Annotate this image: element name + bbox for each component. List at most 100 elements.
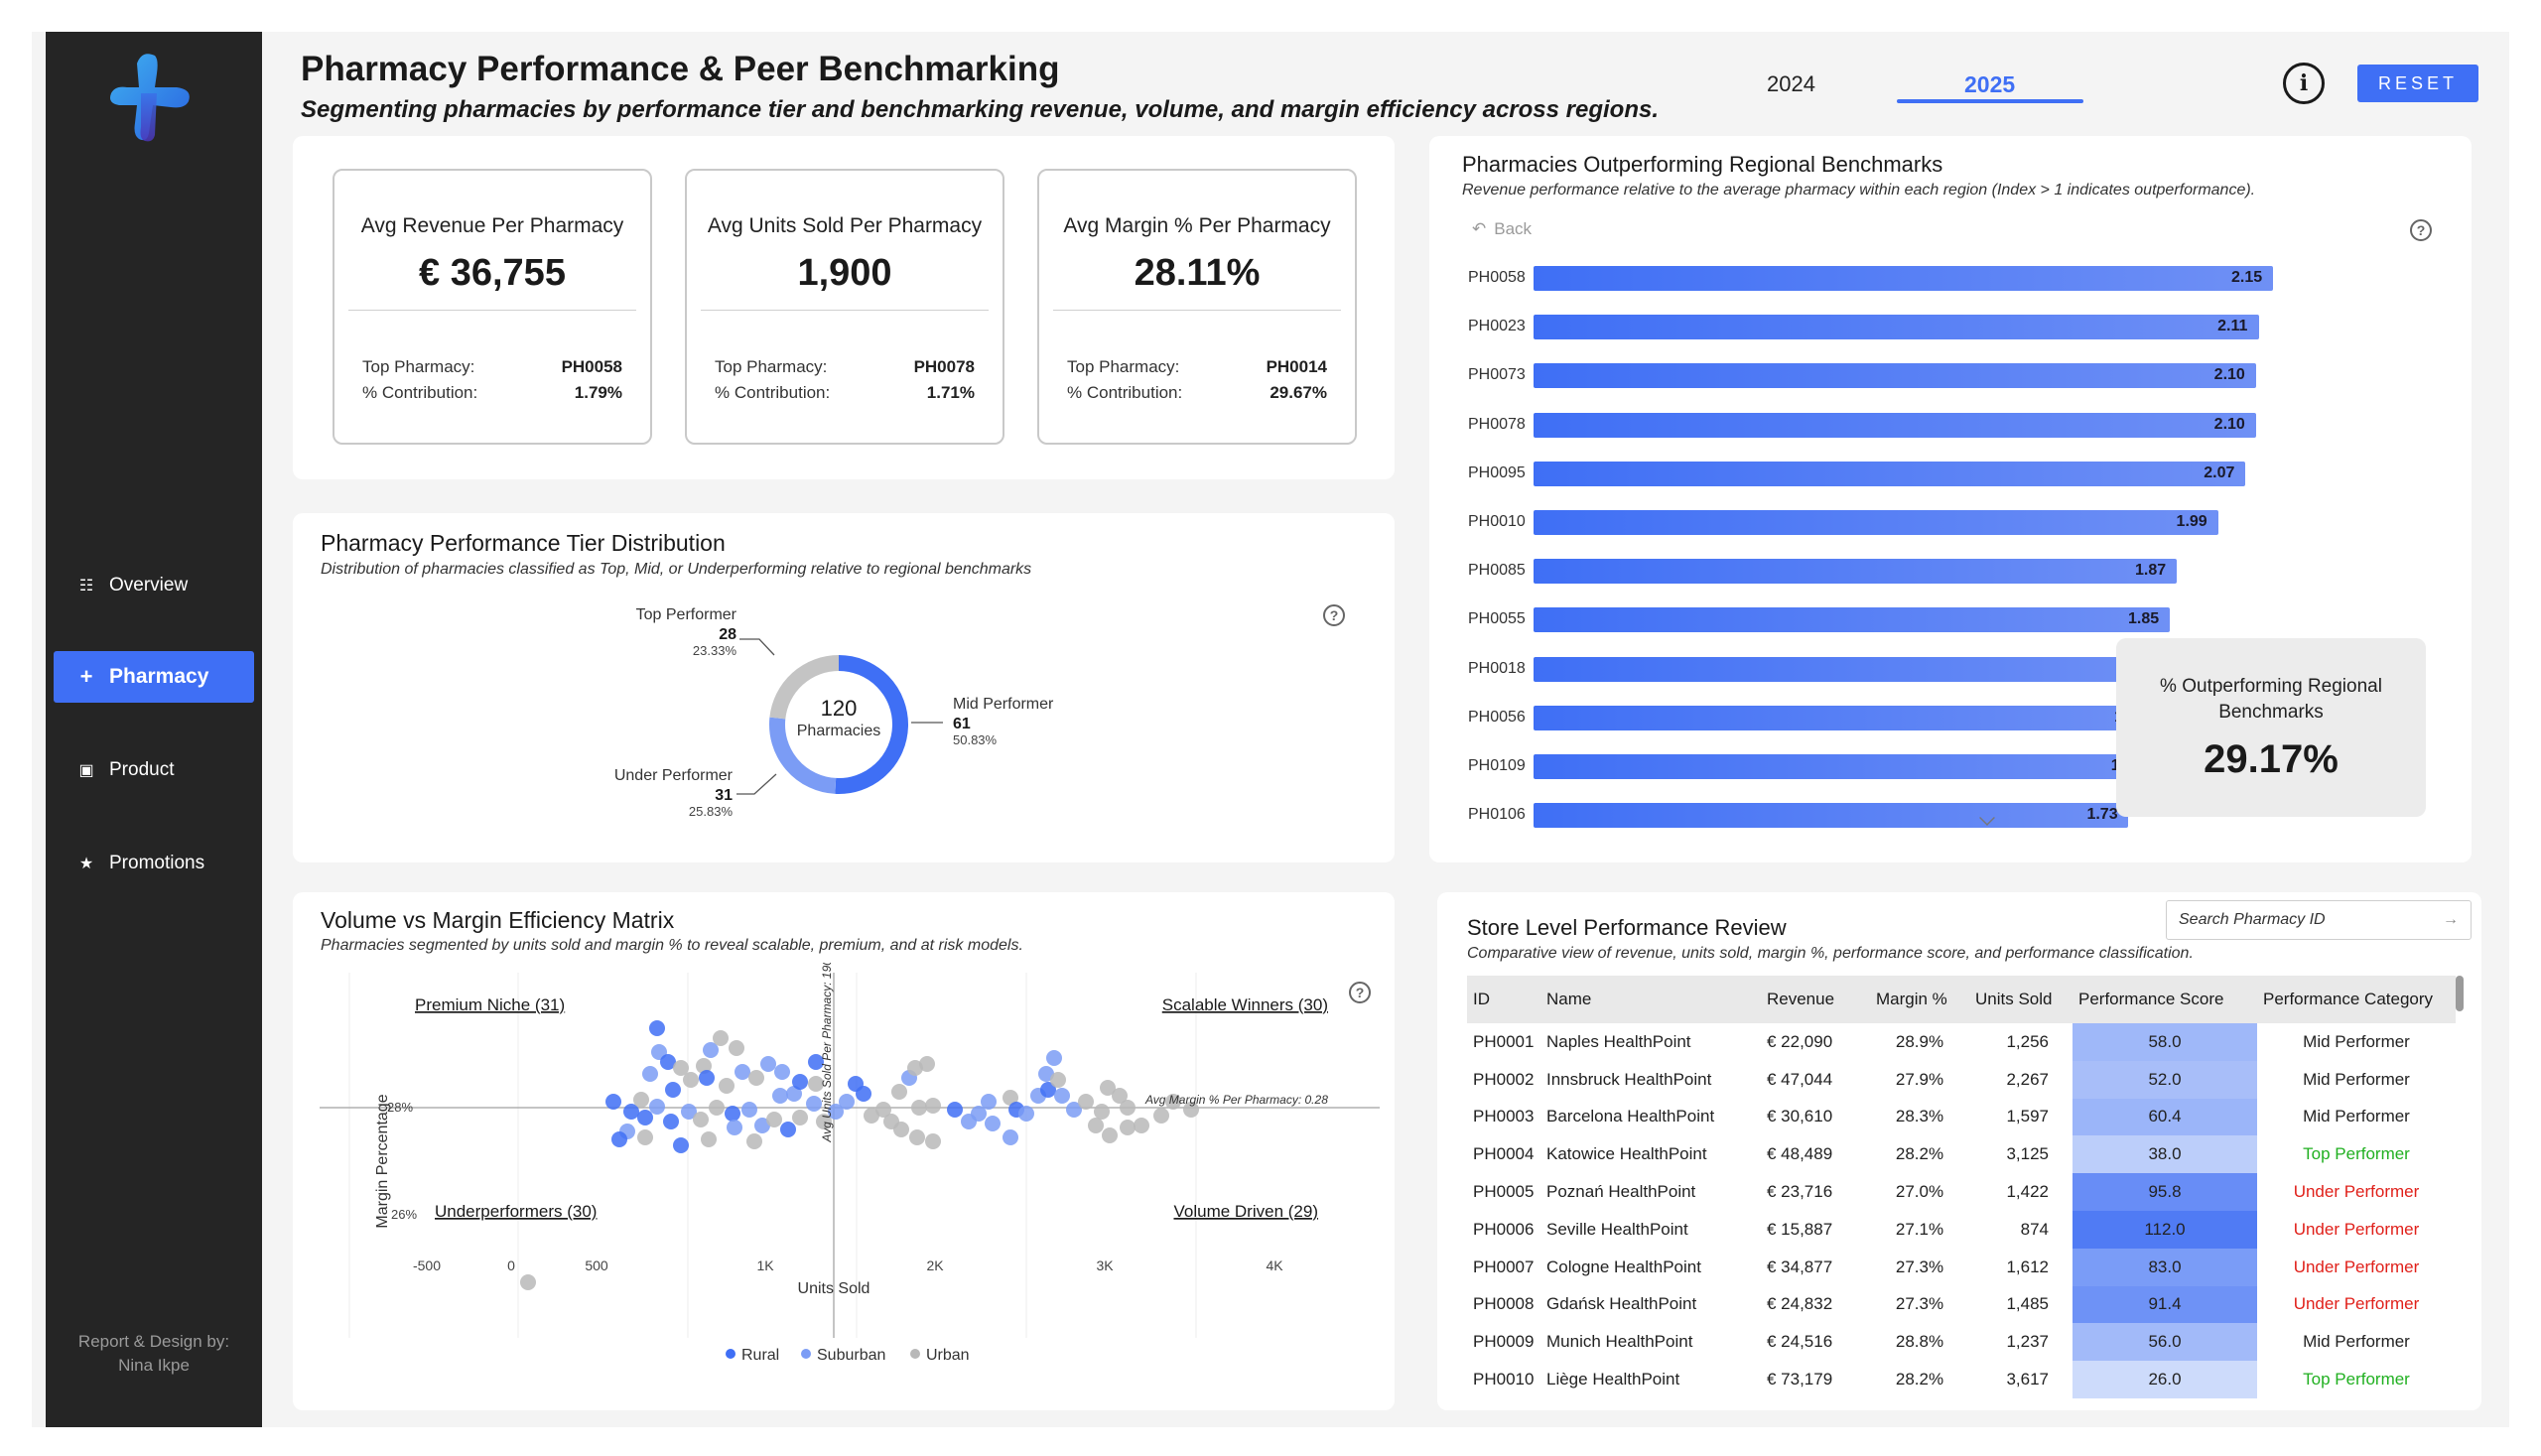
scatter-point[interactable] <box>875 1102 891 1118</box>
scatter-point[interactable] <box>1078 1094 1094 1110</box>
bar[interactable] <box>1534 510 2218 535</box>
scatter-point[interactable] <box>1100 1080 1116 1096</box>
scatter-point[interactable] <box>909 1129 925 1145</box>
scatter-point[interactable] <box>919 1056 935 1072</box>
scatter-point[interactable] <box>1112 1088 1128 1104</box>
scatter-point[interactable] <box>683 1072 699 1088</box>
scatter-point[interactable] <box>748 1070 764 1086</box>
nav-item-product[interactable]: ▣ Product <box>54 744 254 796</box>
table-row[interactable]: PH0005 Poznań HealthPoint € 23,716 27.0% 1,4… <box>1467 1173 2456 1211</box>
help-icon[interactable]: ? <box>1349 982 1371 1003</box>
scatter-point[interactable] <box>727 1120 742 1135</box>
scatter-point[interactable] <box>774 1064 790 1080</box>
donut-segment[interactable] <box>769 655 840 720</box>
scatter-point[interactable] <box>701 1131 717 1147</box>
bar[interactable] <box>1534 754 2153 779</box>
scatter-point[interactable] <box>746 1133 762 1149</box>
scatter-point[interactable] <box>856 1086 871 1102</box>
scatter-point[interactable] <box>1165 1094 1181 1110</box>
scatter-point[interactable] <box>1003 1090 1018 1106</box>
bar[interactable] <box>1534 461 2246 486</box>
scatter-point[interactable] <box>1094 1104 1110 1120</box>
scatter-point[interactable] <box>839 1094 855 1110</box>
scatter-point[interactable] <box>808 1076 824 1092</box>
help-icon[interactable]: ? <box>2410 219 2432 241</box>
scatter-point[interactable] <box>1040 1082 1056 1098</box>
scatter-point[interactable] <box>1046 1050 1062 1066</box>
bar[interactable] <box>1534 412 2256 438</box>
search-pharmacy-input[interactable]: Search Pharmacy ID → <box>2166 900 2472 940</box>
scatter-point[interactable] <box>725 1106 740 1122</box>
scatter-point[interactable] <box>713 1030 729 1046</box>
scatter-point[interactable] <box>719 1078 735 1094</box>
scatter-point[interactable] <box>1066 1102 1082 1118</box>
scatter-point[interactable] <box>893 1122 909 1137</box>
table-row[interactable]: PH0003 Barcelona HealthPoint € 30,610 28.3%… <box>1467 1098 2456 1136</box>
scatter-point[interactable] <box>925 1133 941 1149</box>
table-row[interactable]: PH0008 Gdańsk HealthPoint € 24,832 27.3% 1,4… <box>1467 1285 2456 1324</box>
scatter-point[interactable] <box>649 1020 665 1036</box>
scatter-point[interactable] <box>611 1131 627 1147</box>
scatter-point[interactable] <box>741 1102 757 1118</box>
scatter-point[interactable] <box>947 1102 963 1118</box>
scatter-point[interactable] <box>1120 1120 1136 1135</box>
scatter-point[interactable] <box>699 1070 715 1086</box>
scatter-point[interactable] <box>1088 1118 1104 1133</box>
scatter-point[interactable] <box>520 1274 536 1290</box>
bar[interactable] <box>1534 656 2171 682</box>
scatter-point[interactable] <box>981 1094 997 1110</box>
scatter-point[interactable] <box>1102 1127 1118 1143</box>
table-row[interactable]: PH0009 Munich HealthPoint € 24,516 28.8% 1,2… <box>1467 1323 2456 1362</box>
scatter-point[interactable] <box>673 1137 689 1153</box>
table-row[interactable]: PH0004 Katowice HealthPoint € 48,489 28.2% 3… <box>1467 1135 2456 1174</box>
bar[interactable] <box>1534 607 2171 633</box>
table-row[interactable]: PH0002 Innsbruck HealthPoint € 47,044 27.9%… <box>1467 1060 2456 1099</box>
scatter-point[interactable] <box>792 1110 808 1125</box>
bar[interactable] <box>1534 315 2260 340</box>
scatter-point[interactable] <box>1018 1106 1034 1122</box>
col-revenue[interactable]: Revenue <box>1761 976 1870 1023</box>
nav-item-overview[interactable]: ☷ Overview <box>54 560 254 611</box>
nav-item-promotions[interactable]: ★ Promotions <box>54 838 254 889</box>
scatter-point[interactable] <box>703 1042 719 1058</box>
scatter-point[interactable] <box>808 1054 824 1070</box>
scatter-point[interactable] <box>792 1074 808 1090</box>
scatter-point[interactable] <box>673 1060 689 1076</box>
scatter-point[interactable] <box>709 1100 725 1116</box>
scatter-point[interactable] <box>1183 1102 1199 1118</box>
year-tab-2024[interactable]: 2024 <box>1767 71 1815 96</box>
scatter-point[interactable] <box>1003 1129 1018 1145</box>
scatter-point[interactable] <box>681 1104 697 1120</box>
scatter-point[interactable] <box>1134 1118 1149 1133</box>
reset-button[interactable]: RESET <box>2357 65 2478 102</box>
scatter-point[interactable] <box>985 1116 1001 1131</box>
scatter-point[interactable] <box>633 1092 649 1108</box>
col-margin[interactable]: Margin % <box>1870 976 1969 1023</box>
year-tab-2025[interactable]: 2025 <box>1964 71 2016 97</box>
scatter-point[interactable] <box>663 1114 679 1129</box>
scatter-point[interactable] <box>665 1082 681 1098</box>
scatter-point[interactable] <box>729 1040 744 1056</box>
scatter-point[interactable] <box>649 1099 665 1115</box>
bar[interactable] <box>1534 559 2177 585</box>
scatter-point[interactable] <box>828 1104 844 1120</box>
bar[interactable] <box>1534 803 2129 829</box>
donut-segment[interactable] <box>769 717 837 794</box>
scatter-point[interactable] <box>1120 1100 1136 1116</box>
table-scrollbar[interactable] <box>2456 976 2464 1011</box>
scatter-point[interactable] <box>623 1104 639 1120</box>
table-row[interactable]: PH0007 Cologne HealthPoint € 34,877 27.3% 1,… <box>1467 1248 2456 1286</box>
scatter-point[interactable] <box>637 1110 653 1125</box>
col-units[interactable]: Units Sold <box>1969 976 2073 1023</box>
nav-item-pharmacy[interactable]: + Pharmacy <box>54 651 254 703</box>
scatter-point[interactable] <box>925 1098 941 1114</box>
col-category[interactable]: Performance Category <box>2257 976 2456 1023</box>
scatter-point[interactable] <box>961 1114 977 1129</box>
scatter-point[interactable] <box>642 1066 658 1082</box>
table-row[interactable]: PH0001 Naples HealthPoint € 22,090 28.9% 1,2… <box>1467 1023 2456 1061</box>
scatter-point[interactable] <box>660 1054 676 1070</box>
scatter-point[interactable] <box>786 1086 802 1102</box>
scatter-point[interactable] <box>780 1122 796 1137</box>
scatter-point[interactable] <box>637 1129 653 1145</box>
scatter-point[interactable] <box>816 1114 832 1129</box>
